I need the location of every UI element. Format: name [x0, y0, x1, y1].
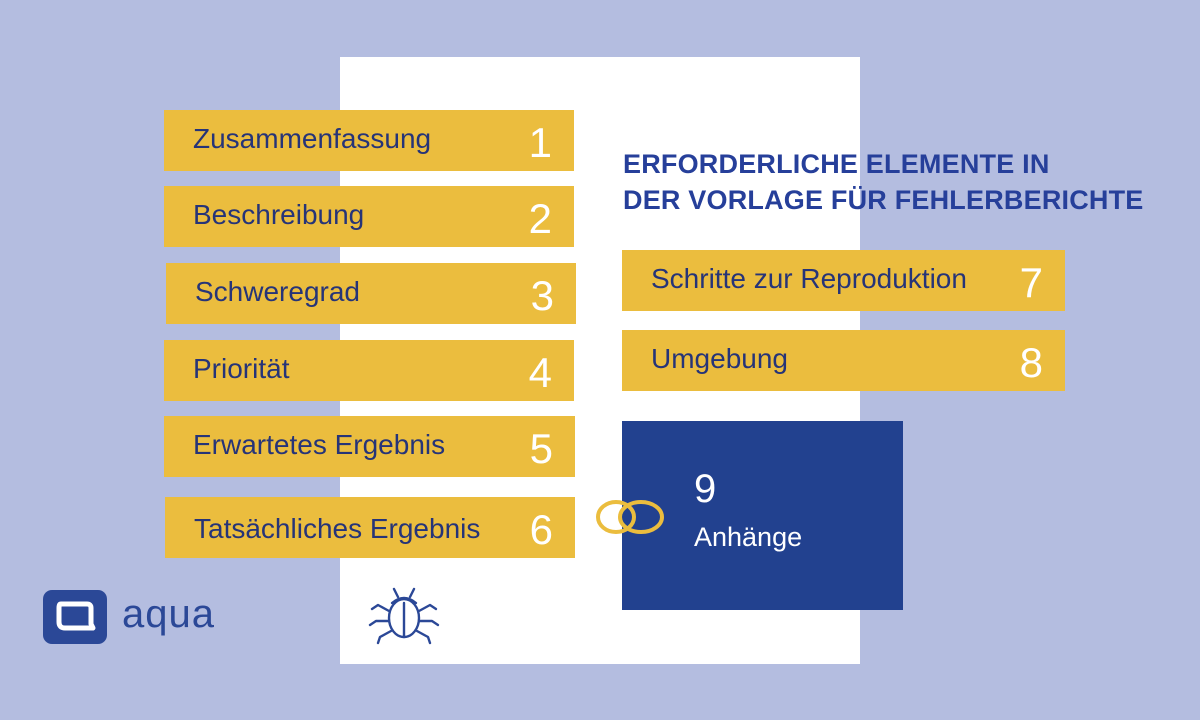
item-description: Beschreibung 2 — [164, 186, 574, 247]
logo-text: aqua — [122, 592, 215, 636]
item-number: 3 — [530, 272, 554, 319]
item-number: 7 — [1019, 259, 1043, 306]
item-number: 6 — [529, 506, 553, 553]
item-label: Zusammenfassung — [193, 123, 432, 154]
item-number: 5 — [529, 425, 553, 472]
aqua-logo-icon — [43, 590, 107, 644]
item-label: Anhänge — [694, 522, 803, 552]
page-title: ERFORDERLICHE ELEMENTE IN DER VORLAGE FÜ… — [623, 146, 1144, 218]
item-label: Tatsächliches Ergebnis — [194, 513, 481, 544]
item-summary: Zusammenfassung 1 — [164, 110, 574, 171]
item-priority: Priorität 4 — [164, 340, 574, 401]
item-severity: Schweregrad 3 — [166, 263, 576, 324]
item-expected-result: Erwartetes Ergebnis 5 — [164, 416, 575, 477]
item-environment: Umgebung 8 — [622, 330, 1065, 391]
title-line-1: ERFORDERLICHE ELEMENTE IN — [623, 149, 1050, 179]
item-attachments: 9 Anhänge — [622, 421, 903, 610]
item-label: Umgebung — [651, 343, 788, 374]
item-label: Erwartetes Ergebnis — [193, 429, 446, 460]
item-reproduction-steps: Schritte zur Reproduktion 7 — [622, 250, 1065, 311]
item-number: 4 — [528, 349, 552, 396]
item-label: Schritte zur Reproduktion — [651, 263, 967, 294]
item-number: 1 — [528, 119, 552, 166]
linked-rings-icon — [596, 500, 664, 534]
bug-icon — [368, 587, 440, 645]
item-number: 8 — [1019, 339, 1043, 386]
item-number: 2 — [528, 195, 552, 242]
title-line-2: DER VORLAGE FÜR FEHLERBERICHTE — [623, 185, 1144, 215]
item-label: Schweregrad — [195, 276, 360, 307]
item-label: Beschreibung — [193, 199, 365, 230]
item-label: Priorität — [193, 353, 290, 384]
item-actual-result: Tatsächliches Ergebnis 6 — [165, 497, 575, 558]
item-number: 9 — [694, 467, 717, 511]
